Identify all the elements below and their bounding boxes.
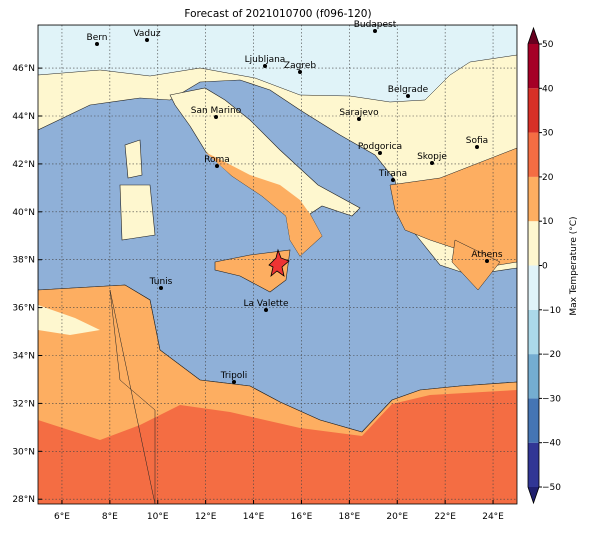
lat-tick-label: 40°N <box>12 208 35 218</box>
city-dot <box>95 42 99 46</box>
city-label: Belgrade <box>388 85 429 95</box>
city-label: Skopje <box>417 152 447 162</box>
colorbar-tick-label: −20 <box>542 350 561 360</box>
lon-tick-label: 6°E <box>54 512 70 522</box>
lat-tick-label: 42°N <box>12 160 35 170</box>
city-dot <box>378 151 382 155</box>
colorbar-tick-label: 20 <box>542 173 554 183</box>
city-label: Tripoli <box>220 371 248 381</box>
city-dot <box>475 145 479 149</box>
lon-tick-label: 20°E <box>386 512 408 522</box>
colorbar-tick-label: −30 <box>542 394 561 404</box>
colorbar-segment <box>528 442 539 487</box>
lat-tick-label: 36°N <box>12 304 35 314</box>
colorbar-tick-label: 0 <box>542 262 548 272</box>
lat-tick-label: 28°N <box>12 495 35 505</box>
colorbar-segment <box>528 132 539 177</box>
colorbar-tick-label: 40 <box>542 84 554 94</box>
lon-tick-label: 22°E <box>434 512 456 522</box>
city-dot <box>145 38 149 42</box>
city-dot <box>214 115 218 119</box>
colorbar-extend-under <box>528 487 539 503</box>
city-dot <box>215 164 219 168</box>
title: Forecast of 2021010700 (f096-120) <box>184 8 371 20</box>
city-label: Roma <box>204 155 230 165</box>
city-dot <box>298 70 302 74</box>
city-label: Budapest <box>354 20 397 30</box>
lon-tick-label: 8°E <box>102 512 118 522</box>
colorbar-tick-label: 10 <box>542 217 554 227</box>
city-dot <box>357 117 361 121</box>
colorbar-segment <box>528 398 539 443</box>
city-label: Zagreb <box>284 61 316 71</box>
city-label: Sofia <box>466 136 488 146</box>
city-label: Vaduz <box>133 29 160 39</box>
colorbar-tick-label: 30 <box>542 129 554 139</box>
city-dot <box>391 178 395 182</box>
colorbar-tick-label: −40 <box>542 439 561 449</box>
lat-tick-label: 30°N <box>12 447 35 457</box>
lat-tick-label: 44°N <box>12 112 35 122</box>
city-dot <box>263 64 267 68</box>
city-dot <box>406 94 410 98</box>
colorbar-segment <box>528 176 539 222</box>
city-dot <box>232 380 236 384</box>
lat-tick-label: 34°N <box>12 352 35 362</box>
city-label: La Valette <box>244 299 289 309</box>
city-dot <box>430 161 434 165</box>
lon-tick-label: 18°E <box>339 512 361 522</box>
colorbar-label: Max Temperature (°C) <box>569 216 579 315</box>
city-label: San Marino <box>191 106 242 116</box>
lon-tick-label: 24°E <box>482 512 504 522</box>
lon-tick-label: 14°E <box>243 512 265 522</box>
city-label: Tirana <box>378 169 407 179</box>
city-dot <box>159 286 163 290</box>
lat-tick-label: 32°N <box>12 399 35 409</box>
colorbar-extend-over <box>528 28 539 44</box>
colorbar-tick-label: −10 <box>542 306 561 316</box>
colorbar-segment <box>528 354 539 399</box>
city-dot <box>264 308 268 312</box>
colorbar: −50 −40 −30 −20 −10 0 10 20 30 40 50 <box>527 26 561 505</box>
lat-tick-label: 38°N <box>12 256 35 266</box>
lon-tick-label: 12°E <box>195 512 217 522</box>
city-label: Athens <box>471 250 502 260</box>
star-marker <box>268 248 290 278</box>
city-label: Tunis <box>149 277 173 287</box>
lon-tick-label: 10°E <box>147 512 169 522</box>
colorbar-tick-label: 50 <box>542 40 554 50</box>
city-label: Podgorica <box>358 142 402 152</box>
city-label: Sarajevo <box>339 108 379 118</box>
city-label: Bern <box>87 33 108 43</box>
colorbar-tick-label: −50 <box>542 483 561 493</box>
lat-tick-label: 46°N <box>12 64 35 74</box>
colorbar-segment <box>528 221 539 266</box>
city-label: Ljubljana <box>245 55 286 65</box>
colorbar-segment <box>528 44 539 89</box>
map-frame <box>37 24 518 505</box>
lon-tick-label: 16°E <box>291 512 313 522</box>
colorbar-segment <box>528 309 539 355</box>
city-dot <box>485 259 489 263</box>
colorbar-segment <box>528 88 539 133</box>
colorbar-segment <box>528 265 539 310</box>
city-dot <box>373 29 377 33</box>
